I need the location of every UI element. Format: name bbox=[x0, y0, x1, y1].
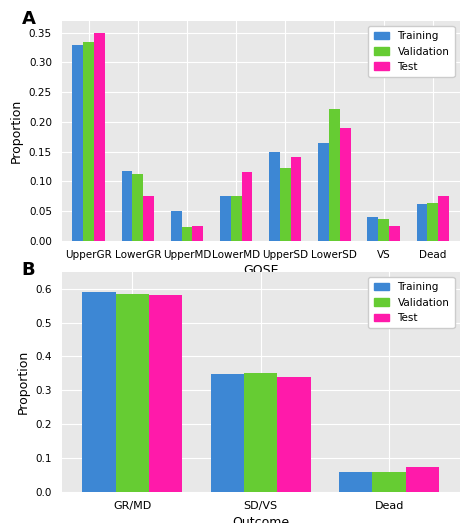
Bar bbox=[82, 292, 116, 492]
X-axis label: GOSE: GOSE bbox=[243, 265, 278, 278]
Bar bbox=[318, 143, 329, 241]
Bar bbox=[378, 219, 389, 241]
Bar bbox=[340, 128, 351, 241]
Bar bbox=[373, 472, 406, 492]
Bar bbox=[329, 109, 340, 241]
Text: A: A bbox=[22, 10, 36, 28]
Bar bbox=[277, 377, 311, 492]
Text: B: B bbox=[22, 261, 36, 279]
Bar bbox=[389, 226, 400, 241]
Bar bbox=[244, 373, 277, 492]
Bar bbox=[367, 217, 378, 241]
Bar bbox=[171, 211, 182, 241]
Bar bbox=[428, 203, 438, 241]
Y-axis label: Proportion: Proportion bbox=[17, 350, 30, 414]
Bar bbox=[83, 42, 94, 241]
Bar bbox=[182, 227, 192, 241]
Bar bbox=[242, 172, 252, 241]
Legend: Training, Validation, Test: Training, Validation, Test bbox=[368, 277, 455, 328]
Bar bbox=[192, 226, 203, 241]
Bar bbox=[280, 167, 291, 241]
Bar bbox=[94, 33, 105, 241]
Bar bbox=[122, 170, 132, 241]
Bar bbox=[116, 294, 149, 492]
Bar bbox=[231, 196, 242, 241]
Bar bbox=[220, 196, 231, 241]
Bar bbox=[132, 174, 143, 241]
Bar bbox=[417, 204, 428, 241]
Bar bbox=[406, 467, 439, 492]
Legend: Training, Validation, Test: Training, Validation, Test bbox=[368, 26, 455, 77]
Y-axis label: Proportion: Proportion bbox=[10, 99, 23, 163]
Bar bbox=[210, 374, 244, 492]
Bar bbox=[143, 196, 154, 241]
Bar bbox=[291, 157, 301, 241]
X-axis label: Outcome: Outcome bbox=[232, 516, 289, 523]
Bar bbox=[339, 472, 373, 492]
Bar bbox=[73, 44, 83, 241]
Bar bbox=[269, 152, 280, 241]
Bar bbox=[149, 295, 182, 492]
Bar bbox=[438, 196, 449, 241]
